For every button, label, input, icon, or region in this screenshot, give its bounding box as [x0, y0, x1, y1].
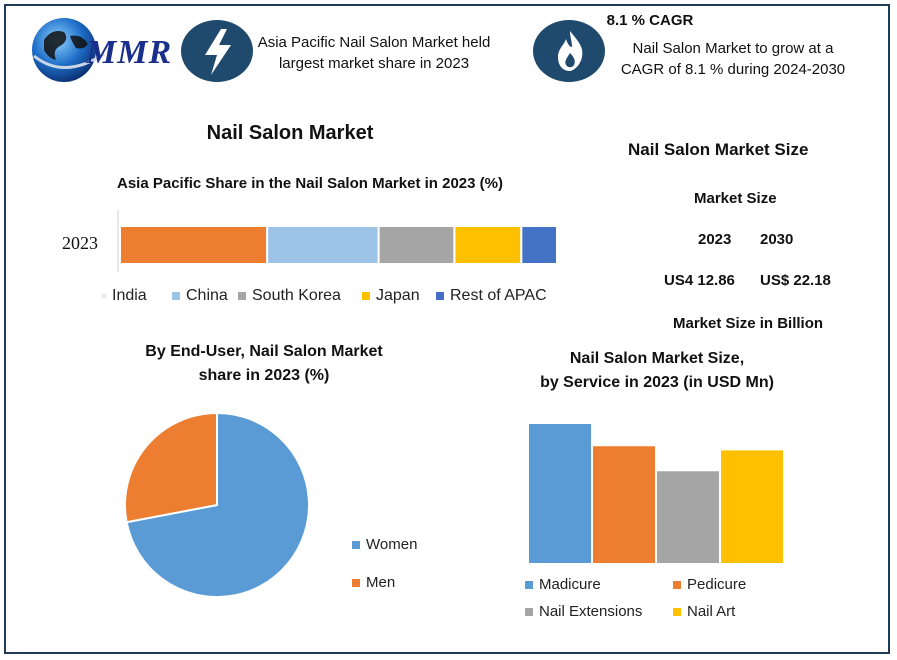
stacked-segment-south-korea — [377, 225, 456, 265]
legend-item-men: Men — [352, 574, 395, 591]
legend-swatch-japan — [362, 292, 370, 300]
legend-item-madicure: Madicure — [525, 576, 601, 593]
stacked-bar-category-label: 2023 — [62, 233, 98, 253]
legend-item-south-korea: South Korea — [238, 287, 341, 305]
flame-icon — [558, 31, 583, 71]
legend-swatch-india — [102, 294, 106, 298]
stacked-segment-china — [266, 225, 380, 265]
legend-label-nail-extensions: Nail Extensions — [539, 603, 643, 620]
legend-swatch-pedicure — [673, 580, 681, 589]
size-value-2023: US4 12.86 — [664, 272, 735, 289]
legend-label-men: Men — [366, 574, 396, 591]
stacked-bar-chart — [117, 210, 559, 272]
service-bar-title-line1: Nail Salon Market Size, — [569, 350, 745, 367]
apac-highlight-text: Asia Pacific Nail Salon Market held larg… — [248, 32, 500, 74]
legend-label-madicure: Madicure — [539, 576, 601, 593]
legend-label-nail-art: Nail Art — [687, 603, 736, 620]
service-bar-title-line2: by Service in 2023 (in USD Mn) — [540, 374, 774, 391]
legend-label-women: Women — [366, 536, 418, 553]
legend-swatch-women — [352, 540, 360, 549]
legend-swatch-south-korea — [238, 292, 246, 300]
legend-item-women: Women — [352, 536, 417, 553]
pie-slice-men — [124, 411, 218, 524]
size-panel-subtitle: Market Size — [694, 190, 777, 207]
legend-swatch-nail-art — [673, 607, 681, 616]
legend-item-rest-of-apac: Rest of APAC — [436, 287, 547, 305]
legend-label-india: India — [112, 287, 147, 304]
legend-label-rest-of-apac: Rest of APAC — [450, 287, 547, 304]
pie-title-line2: share in 2023 (%) — [198, 367, 330, 384]
size-value-2030: US$ 22.18 — [760, 272, 831, 289]
service-bar-title: Nail Salon Market Size, by Service in 20… — [500, 347, 814, 395]
legend-swatch-madicure — [525, 580, 533, 589]
legend-swatch-china — [172, 292, 180, 300]
stacked-segment-india — [119, 225, 269, 265]
cagr-description-line2: CAGR of 8.1 % during 2024-2030 — [620, 61, 846, 78]
pie-title: By End-User, Nail Salon Market share in … — [104, 340, 424, 388]
logo-text: MMR — [86, 34, 173, 71]
legend-label-pedicure: Pedicure — [687, 576, 747, 593]
pie-chart — [124, 411, 310, 598]
globe-logo-icon — [32, 18, 105, 82]
size-year-2030: 2030 — [760, 231, 794, 248]
legend-item-nail-extensions: Nail Extensions — [525, 603, 642, 620]
apac-highlight-line2: largest market share in 2023 — [278, 55, 470, 72]
service-bar-madicure — [529, 424, 591, 563]
stacked-segment-japan — [453, 225, 523, 265]
cagr-title: 8.1 % CAGR — [606, 12, 694, 29]
size-year-2023: 2023 — [698, 231, 732, 248]
service-bar-nail-extensions — [657, 471, 719, 563]
legend-swatch-rest-of-apac — [436, 292, 444, 300]
legend-label-south-korea: South Korea — [252, 287, 341, 304]
legend-item-japan: Japan — [362, 287, 420, 305]
service-bar-chart — [529, 424, 783, 563]
legend-swatch-men — [352, 578, 360, 587]
service-bar-nail-art — [721, 450, 783, 563]
legend-item-pedicure: Pedicure — [673, 576, 746, 593]
infographic-frame — [4, 4, 890, 654]
legend-label-china: China — [186, 287, 228, 304]
main-title: Nail Salon Market — [206, 122, 374, 144]
legend-item-china: China — [172, 287, 228, 305]
size-panel-title: Nail Salon Market Size — [628, 140, 809, 159]
legend-label-japan: Japan — [376, 287, 420, 304]
stacked-bar-title: Asia Pacific Share in the Nail Salon Mar… — [117, 175, 503, 192]
service-bar-pedicure — [593, 446, 655, 563]
apac-highlight-line1: Asia Pacific Nail Salon Market held — [257, 34, 491, 51]
legend-item-nail-art: Nail Art — [673, 603, 735, 620]
legend-swatch-nail-extensions — [525, 607, 533, 616]
stacked-segment-rest-of-apac — [520, 225, 559, 265]
lightning-icon — [205, 29, 231, 75]
pie-title-line1: By End-User, Nail Salon Market — [145, 343, 383, 360]
cagr-description-line1: Nail Salon Market to grow at a — [632, 40, 834, 57]
cagr-description: Nail Salon Market to grow at a CAGR of 8… — [613, 38, 853, 80]
size-unit-note: Market Size in Billion — [673, 315, 824, 332]
legend-item-india: India — [102, 287, 147, 305]
